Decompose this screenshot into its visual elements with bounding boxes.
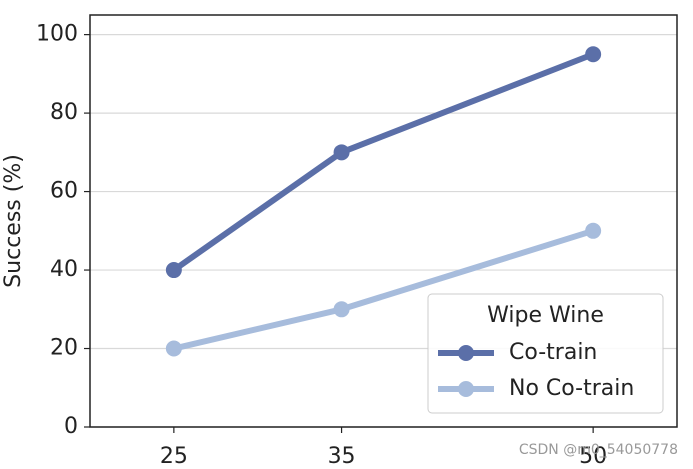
point xyxy=(585,222,602,239)
legend-marker xyxy=(458,345,474,361)
legend-title: Wipe Wine xyxy=(487,303,604,328)
point xyxy=(333,301,350,318)
x-tick-label: 50 xyxy=(579,444,607,469)
legend-box xyxy=(427,293,664,414)
watermark: CSDN @m0_54050778 xyxy=(519,442,678,458)
point xyxy=(585,46,602,63)
plot-frame xyxy=(89,14,678,428)
y-tick-label: 20 xyxy=(50,336,78,361)
point xyxy=(165,340,182,357)
legend-label: No Co-train xyxy=(509,376,634,401)
x-tick-label: 35 xyxy=(328,444,356,469)
y-tick-label: 80 xyxy=(50,100,78,125)
y-tick-label: 60 xyxy=(50,179,78,204)
series-line xyxy=(172,51,595,273)
y-tick-label: 0 xyxy=(64,414,78,439)
x-tick-label: 25 xyxy=(160,444,188,469)
y-axis-label: Success (%) xyxy=(1,154,26,288)
y-tick-label: 40 xyxy=(50,257,78,282)
point xyxy=(333,144,350,161)
legend-label: Co-train xyxy=(509,340,597,365)
point xyxy=(165,262,182,279)
legend-marker xyxy=(458,381,474,397)
y-tick-label: 100 xyxy=(36,22,78,47)
